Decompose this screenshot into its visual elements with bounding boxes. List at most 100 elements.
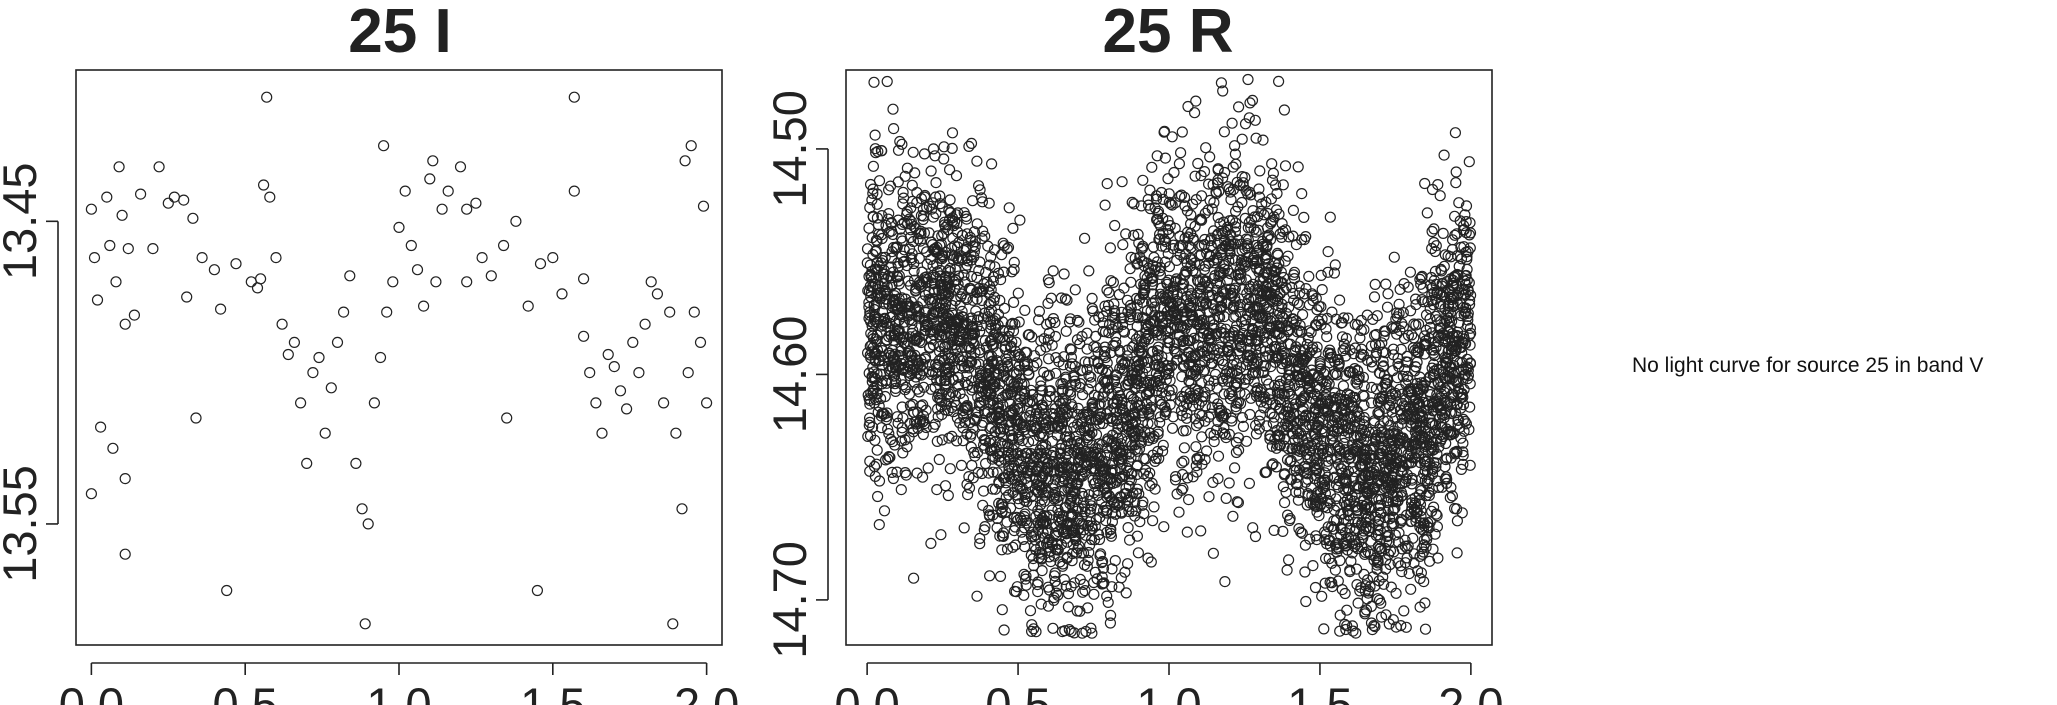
- data-point: [1163, 261, 1176, 273]
- data-point: [1437, 430, 1450, 443]
- data-point: [1083, 546, 1095, 559]
- data-point: [1402, 408, 1414, 420]
- data-point: [1158, 234, 1170, 246]
- data-point: [1131, 483, 1144, 495]
- data-point: [1386, 517, 1398, 530]
- data-point: [1268, 411, 1280, 423]
- data-point: [1292, 161, 1304, 173]
- data-point: [1135, 200, 1147, 212]
- data-point: [1178, 269, 1191, 281]
- data-point: [902, 347, 914, 360]
- data-point: [1421, 207, 1433, 219]
- data-point: [1125, 302, 1137, 314]
- data-point: [933, 354, 946, 366]
- data-point: [1058, 402, 1070, 414]
- data-point: [1237, 177, 1249, 189]
- data-point: [955, 459, 968, 471]
- data-point: [1027, 499, 1039, 511]
- data-point: [1408, 318, 1420, 330]
- data-point: [1038, 366, 1050, 378]
- data-point: [1365, 617, 1378, 629]
- data-point: [1003, 325, 1015, 337]
- data-point: [918, 148, 931, 160]
- data-point: [1335, 463, 1347, 475]
- data-point: [1218, 166, 1231, 179]
- data-point: [885, 261, 897, 273]
- data-point: [1227, 183, 1240, 196]
- data-point: [221, 584, 233, 597]
- data-point: [1340, 539, 1352, 552]
- data-point: [891, 411, 903, 423]
- data-point: [1004, 386, 1017, 398]
- data-point: [1017, 533, 1029, 546]
- data-point: [1149, 483, 1161, 495]
- data-point: [934, 190, 946, 202]
- data-point: [1142, 552, 1154, 564]
- data-point: [1027, 559, 1040, 572]
- data-point: [1307, 559, 1319, 572]
- data-point: [1388, 477, 1400, 489]
- data-point: [1265, 263, 1277, 275]
- data-point: [1384, 558, 1396, 571]
- data-point: [1227, 161, 1239, 173]
- data-point: [1228, 379, 1241, 391]
- data-point: [196, 252, 208, 264]
- data-point: [1328, 437, 1340, 449]
- data-point: [1061, 294, 1073, 306]
- data-point: [1236, 284, 1249, 296]
- data-point: [1328, 523, 1340, 535]
- data-point: [1129, 373, 1142, 385]
- data-point: [870, 299, 883, 311]
- data-point: [1158, 521, 1170, 533]
- data-point: [1031, 421, 1043, 434]
- data-point: [1064, 497, 1076, 510]
- data-point: [1068, 577, 1081, 589]
- data-point: [1028, 540, 1041, 553]
- data-point: [964, 431, 977, 443]
- data-point: [977, 312, 990, 324]
- data-point: [1352, 542, 1364, 555]
- data-point: [1117, 325, 1130, 337]
- data-point: [1171, 337, 1183, 349]
- data-point: [1368, 417, 1380, 429]
- data-point: [982, 406, 994, 418]
- data-point: [939, 323, 951, 335]
- data-point: [1383, 485, 1395, 497]
- data-point: [1313, 443, 1325, 455]
- data-point: [1157, 439, 1169, 451]
- data-point: [1145, 401, 1157, 413]
- data-point: [1354, 417, 1366, 430]
- data-point: [1419, 474, 1431, 486]
- data-point: [1441, 396, 1453, 409]
- data-point: [670, 427, 682, 439]
- data-point: [1182, 100, 1194, 113]
- y-tick-label: 14.50: [763, 90, 816, 208]
- data-point: [1243, 112, 1255, 124]
- data-point: [1333, 294, 1346, 306]
- data-point: [1316, 284, 1328, 296]
- data-point: [1460, 269, 1472, 282]
- data-point: [881, 407, 893, 419]
- data-point: [94, 421, 107, 433]
- data-point: [1070, 547, 1083, 559]
- data-point: [1182, 494, 1195, 506]
- x-tick-label: 1.5: [1287, 678, 1352, 705]
- data-point: [965, 270, 978, 283]
- data-point: [963, 471, 975, 483]
- data-point: [948, 355, 961, 367]
- data-point: [119, 318, 131, 330]
- data-point: [935, 238, 947, 250]
- data-point: [1293, 443, 1306, 455]
- x-tick-label: 1.0: [1136, 678, 1201, 705]
- data-point: [1242, 294, 1255, 306]
- data-point: [1234, 362, 1247, 374]
- data-point: [1070, 430, 1082, 442]
- data-point: [1178, 442, 1191, 454]
- data-point: [1041, 510, 1053, 522]
- data-point: [1451, 515, 1464, 527]
- data-point: [1147, 449, 1159, 461]
- data-point: [958, 522, 970, 534]
- data-point: [1452, 418, 1464, 430]
- data-point: [1385, 581, 1397, 593]
- data-point: [998, 266, 1010, 278]
